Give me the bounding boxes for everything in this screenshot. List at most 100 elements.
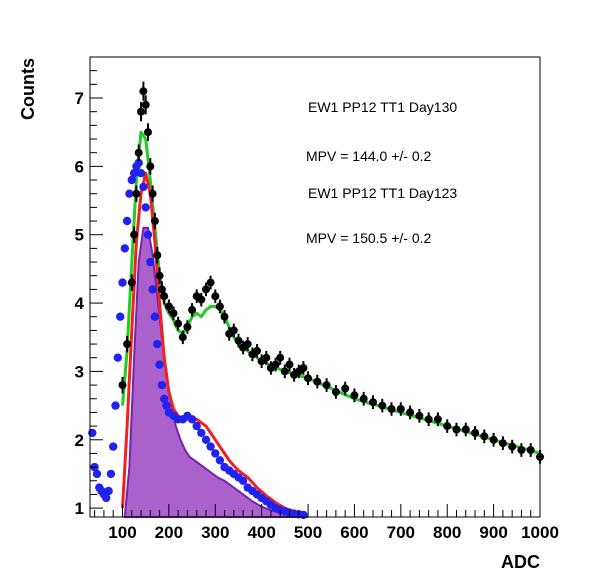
black-data-point [271, 360, 280, 369]
black-data-point [144, 128, 152, 137]
x-axis-title: ADC [501, 552, 540, 572]
blue-data-point [118, 278, 127, 287]
y-tick-label: 5 [75, 226, 84, 245]
blue-data-point [109, 442, 118, 451]
black-data-point [234, 336, 243, 345]
fit-line-3 [121, 171, 304, 516]
x-tick-label: 600 [340, 523, 368, 542]
blue-data-point [122, 216, 132, 226]
y-tick-label: 3 [75, 362, 84, 381]
black-data-point [378, 401, 387, 410]
blue-data-point [192, 421, 201, 431]
black-data-point [480, 432, 489, 441]
black-data-point [183, 323, 192, 331]
blue-data-point [102, 493, 111, 503]
x-tick-label: 800 [433, 523, 461, 542]
blue-data-point [120, 244, 129, 253]
black-data-point [415, 411, 424, 420]
black-data-point [169, 309, 178, 318]
annotation-day123-label: EW1 PP12 TT1 Day123 [308, 185, 457, 201]
black-data-point [285, 360, 294, 369]
black-data-point [331, 387, 340, 396]
y-tick-label: 2 [75, 431, 84, 450]
black-data-point [313, 377, 322, 386]
blue-data-point [197, 428, 206, 438]
black-data-point [369, 398, 377, 407]
blue-data-point [116, 312, 125, 321]
black-data-point [304, 374, 312, 383]
plot-frame [89, 56, 541, 518]
blue-data-point [146, 257, 155, 267]
black-data-point [146, 162, 155, 171]
blue-data-point [157, 380, 167, 390]
blue-data-point [92, 469, 102, 479]
blue-data-point [111, 401, 120, 410]
black-data-point [424, 415, 433, 424]
black-data-point [253, 346, 261, 355]
black-data-point [299, 364, 308, 372]
black-data-point [137, 107, 145, 116]
ticks-layer: 100 200 300 400 500 600 700 800 900 1000 1 2 3 4 5 6 7 [75, 70, 559, 542]
blue-data-point [155, 360, 164, 369]
black-data-point [471, 428, 480, 437]
black-data-point [123, 340, 132, 349]
frame-layer [89, 56, 541, 518]
black-data-point [452, 425, 461, 434]
black-data-point [489, 435, 498, 444]
black-data-point [118, 381, 127, 390]
black-data-point [160, 292, 169, 301]
black-data-point [148, 189, 157, 198]
black-data-point [350, 391, 359, 400]
blue-data-point [148, 285, 157, 294]
blue-data-point [136, 169, 146, 178]
blue-data-point [129, 169, 139, 178]
blue-data-point [127, 175, 136, 185]
blue-data-point [215, 456, 225, 465]
blue-data-point [206, 442, 215, 451]
black-data-point [341, 384, 350, 393]
y-tick-label: 7 [75, 89, 84, 108]
black-data-point [517, 446, 526, 454]
blue-data-point [238, 476, 248, 485]
black-data-point [127, 278, 136, 287]
x-tick-label: 1000 [521, 523, 559, 542]
x-tick-label: 300 [201, 523, 229, 542]
blue-data-point [139, 182, 148, 192]
y-tick-label: 4 [75, 294, 85, 313]
black-data-point [155, 271, 164, 280]
x-tick-label: 400 [247, 523, 275, 542]
black-data-point [197, 295, 206, 304]
x-tick-label: 200 [155, 523, 183, 542]
black-data-point [280, 367, 289, 376]
black-data-point [215, 302, 224, 311]
fit-line-2 [121, 130, 541, 455]
black-data-point [141, 100, 150, 109]
y-axis-title: Counts [18, 58, 38, 120]
x-tick-label: 700 [387, 523, 415, 542]
black-data-point [443, 422, 452, 431]
black-data-point [206, 278, 215, 287]
blue-data-point [104, 486, 113, 496]
blue-data-point [150, 312, 160, 321]
blue-data-point [187, 415, 197, 424]
blue-data-point [201, 435, 211, 444]
x-tick-label: 500 [294, 523, 322, 542]
black-data-point [396, 405, 405, 413]
black-data-point [178, 333, 187, 342]
black-data-point [130, 230, 139, 239]
black-data-point [359, 394, 368, 403]
blue-data-point [160, 394, 169, 403]
black-data-point [132, 189, 141, 198]
blue-data-point [125, 189, 134, 198]
black-data-point [139, 87, 148, 96]
blue-data-point [299, 510, 308, 520]
black-data-point [243, 340, 252, 349]
blue-data-point [162, 401, 171, 410]
black-data-point [164, 302, 173, 311]
black-data-point [322, 381, 331, 390]
black-data-point [508, 442, 517, 451]
black-data-point [153, 251, 162, 260]
black-data-point [150, 217, 159, 225]
